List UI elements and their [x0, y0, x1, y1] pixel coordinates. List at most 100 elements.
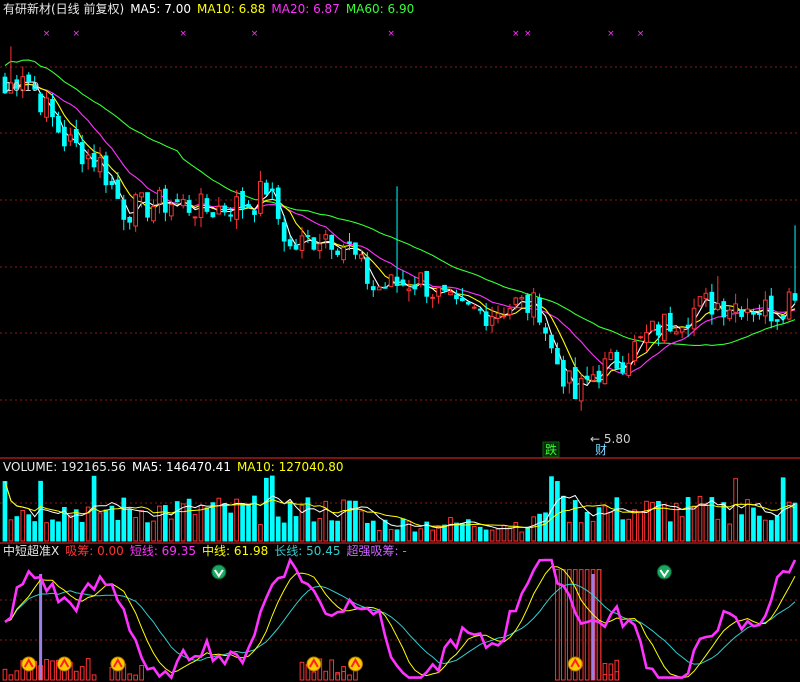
volume-bar: [537, 513, 542, 542]
candle-body: [353, 242, 358, 255]
candle-body: [258, 180, 263, 214]
panel-separators: [0, 457, 800, 544]
accumulation-bar: [85, 658, 91, 681]
candle-body: [246, 204, 251, 208]
volume-bar: [519, 531, 525, 542]
price-hdr-item-2: MA10: 6.88: [197, 2, 265, 16]
volume-bar: [394, 529, 400, 542]
candle-body: [234, 196, 239, 220]
volume-bar: [721, 502, 727, 542]
volume-bar: [412, 531, 418, 542]
candle-body: [311, 237, 317, 250]
volume-bar: [186, 498, 192, 542]
volume-bar: [400, 518, 406, 542]
volume-bar: [739, 514, 744, 542]
short-line-polyline: [4, 557, 797, 681]
candle-body: [590, 374, 596, 381]
candle-body: [454, 294, 459, 300]
sell-arrow: [659, 569, 670, 578]
buy-arrow: [112, 657, 123, 668]
volume-bar: [234, 498, 239, 542]
candle-body: [507, 308, 513, 316]
volume-bar: [424, 521, 430, 542]
volume-bar: [525, 527, 531, 542]
candle-body: [26, 74, 32, 82]
candle-body: [222, 205, 228, 213]
buy-signal-icon: [110, 656, 126, 672]
candle-body: [656, 324, 661, 336]
accumulation-bar: [91, 674, 97, 681]
volume-bar: [376, 530, 382, 542]
candle-body: [691, 307, 697, 330]
candle-body: [2, 76, 8, 94]
volume-bar: [14, 516, 20, 542]
signal-cross: ×: [251, 29, 259, 39]
signal-cross: ×: [607, 29, 615, 39]
candle-body: [531, 292, 536, 318]
candle-body: [240, 191, 245, 209]
candle-body: [163, 188, 168, 213]
accumulation-bar: [555, 569, 560, 681]
candle-body: [780, 315, 786, 319]
ind-hdr-item-5: 超强吸筹: -: [346, 543, 406, 558]
candle-body: [489, 316, 495, 326]
volume-bar: [359, 510, 364, 542]
high-price-label: 10.19: [5, 80, 39, 94]
volume-bar: [620, 519, 626, 542]
candle-body: [133, 194, 138, 227]
candle-body: [561, 360, 566, 387]
candle-body: [335, 250, 340, 255]
candle-body: [549, 334, 554, 349]
volume-bar: [174, 501, 180, 542]
signal-markers: × × × × × × × × ×: [43, 29, 645, 39]
ind-hdr-item-4: 长线: 50.45: [274, 544, 340, 558]
candle-body: [513, 297, 519, 305]
candle-body: [97, 157, 103, 173]
volume-bar: [614, 497, 620, 542]
volume-bar: [364, 522, 370, 542]
vol-hdr-item-1: MA5: 146470.41: [132, 460, 231, 474]
candle-body: [412, 284, 418, 290]
candle-body: [115, 179, 121, 199]
volume-bar: [608, 511, 614, 542]
candle-body: [774, 319, 780, 322]
sell-signal-icon: [211, 564, 227, 580]
volume-bar: [632, 509, 637, 542]
volume-bar: [121, 497, 127, 542]
candle-body: [139, 192, 144, 198]
volume-bar: [67, 514, 73, 542]
volume-bar: [673, 502, 679, 542]
volume-bar: [697, 495, 703, 542]
volume-bar: [163, 505, 168, 542]
volume-bar: [79, 521, 85, 542]
buy-signal-icon: [21, 656, 37, 672]
buy-arrow: [350, 657, 361, 668]
super-accumulation-bar: [591, 574, 595, 680]
accumulation-bar: [323, 670, 329, 681]
candle-body: [198, 193, 204, 218]
candle-body: [418, 272, 424, 285]
candle-body: [578, 377, 584, 402]
candle-body: [721, 301, 727, 318]
candle-body: [50, 98, 55, 118]
super-accumulation-bar: [39, 574, 43, 680]
volume-bar: [685, 497, 691, 542]
candle-body: [650, 320, 655, 332]
volume-bar: [73, 509, 79, 542]
volume-bar: [323, 500, 329, 542]
volume-bar: [168, 518, 174, 542]
candle-body: [8, 82, 14, 94]
accumulation-bar: [329, 659, 335, 681]
volume-bar: [762, 519, 768, 542]
volume-bar: [602, 505, 608, 542]
buy-signal-icon: [56, 656, 72, 672]
candle-body: [477, 308, 483, 311]
indicator-panel-header: 中短超准X 吸筹: 0.00 短线: 69.35 中线: 61.98 长线: 50.45…: [3, 543, 407, 558]
volume-bar: [501, 525, 507, 542]
ind-hdr-item-0: 中短超准X: [3, 543, 59, 558]
candle-body: [430, 296, 436, 299]
accumulation-bar: [608, 663, 614, 681]
volume-bar: [145, 522, 150, 542]
volume-bar: [465, 519, 471, 542]
candle-body: [359, 254, 364, 259]
